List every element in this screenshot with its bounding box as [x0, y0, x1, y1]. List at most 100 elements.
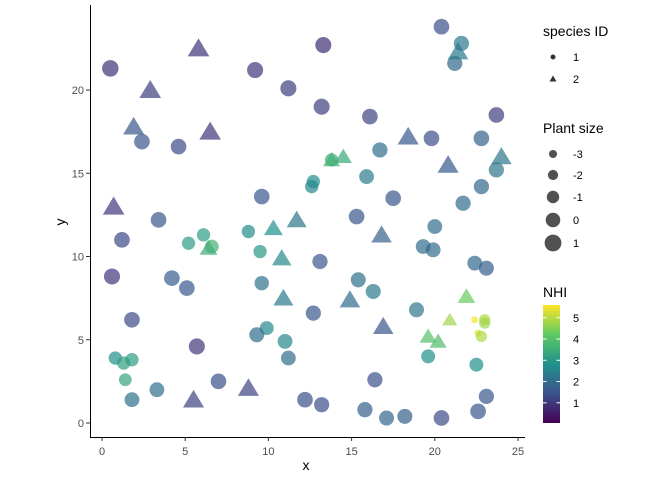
point-species-2: [263, 219, 283, 236]
point-species-1: [470, 403, 486, 420]
point-species-1: [254, 275, 269, 291]
point-species-1: [433, 410, 450, 426]
point-species-2: [419, 328, 437, 343]
point-species-1: [241, 224, 256, 239]
point-species-1: [150, 212, 167, 228]
point-species-1: [471, 316, 479, 324]
legend-size-label: -3: [573, 149, 583, 161]
point-species-1: [253, 244, 267, 259]
colorbar-tick-label: 4: [573, 334, 579, 346]
point-species-1: [164, 270, 180, 286]
point-species-1: [473, 130, 490, 147]
legend-size-title: Plant size: [543, 120, 604, 136]
point-species-2: [139, 79, 162, 99]
x-tick-label: 10: [262, 446, 274, 458]
point-species-2: [457, 288, 476, 304]
legend-size-label: 1: [573, 238, 579, 250]
point-species-1: [102, 60, 119, 77]
point-species-1: [350, 272, 366, 288]
y-tick-label: 0: [78, 418, 84, 430]
plot-points: [102, 18, 512, 426]
legend-size-circle-icon: [545, 212, 561, 228]
point-species-2: [372, 316, 394, 335]
point-species-1: [365, 283, 381, 299]
legend-species-1-label: 1: [573, 52, 579, 64]
point-species-1: [385, 190, 402, 207]
point-species-1: [181, 236, 196, 250]
legend-nhi-title: NHI: [543, 284, 567, 300]
colorbar-tick-label: 2: [573, 377, 579, 389]
point-species-1: [433, 18, 450, 35]
point-species-1: [359, 169, 374, 184]
point-species-1: [475, 330, 488, 343]
point-species-1: [114, 232, 130, 248]
point-species-1: [397, 408, 413, 424]
colorbar-tick-label: 5: [573, 313, 579, 325]
x-tick-label: 0: [99, 446, 105, 458]
point-species-1: [348, 208, 365, 225]
point-species-1: [469, 357, 484, 372]
legend-species-2-triangle-icon: [549, 75, 557, 82]
x-tick-label: 20: [429, 446, 441, 458]
point-species-1: [103, 268, 121, 285]
legend-size-label: -1: [573, 192, 583, 204]
legend: species ID 1 2 Plant size -3 -2 -1 0 1 NHI 1…: [543, 23, 608, 423]
legend-species-title: species ID: [543, 23, 608, 39]
point-species-2: [182, 389, 205, 408]
point-species-1: [134, 133, 150, 150]
y-tick-label: 15: [72, 168, 84, 180]
point-species-1: [188, 338, 205, 355]
point-species-1: [305, 305, 321, 321]
point-species-1: [196, 228, 211, 242]
point-species-1: [423, 130, 440, 147]
point-species-1: [125, 353, 139, 367]
x-tick-label: 5: [182, 446, 188, 458]
y-tick-label: 5: [78, 335, 84, 347]
point-species-2: [237, 378, 260, 396]
point-species-2: [437, 155, 459, 173]
point-species-2: [273, 288, 294, 306]
point-species-1: [447, 55, 463, 71]
point-species-1: [313, 98, 330, 115]
point-species-1: [277, 334, 293, 349]
point-species-1: [170, 138, 187, 155]
point-species-2: [334, 148, 352, 163]
point-species-1: [253, 188, 270, 205]
point-species-1: [249, 327, 265, 343]
point-species-1: [362, 108, 378, 125]
point-species-1: [421, 349, 436, 364]
point-species-2: [286, 210, 307, 228]
point-species-1: [379, 410, 395, 426]
point-species-1: [488, 107, 505, 123]
point-species-2: [199, 239, 218, 255]
point-species-1: [280, 80, 297, 97]
y-axis-title: y: [52, 219, 68, 226]
legend-size-circle-icon: [549, 150, 557, 158]
point-species-1: [372, 142, 388, 158]
y-axis-ticks: 0 5 10 15 20: [72, 85, 90, 430]
point-species-2: [271, 249, 292, 266]
point-species-2: [323, 151, 341, 167]
point-species-1: [467, 255, 483, 271]
x-tick-label: 25: [512, 446, 524, 458]
point-species-1: [297, 391, 313, 408]
nhi-colorbar: [543, 305, 560, 423]
point-species-1: [118, 373, 132, 387]
x-axis-ticks: 0 5 10 15 20 25: [99, 437, 524, 458]
point-species-2: [199, 121, 222, 140]
legend-size-label: 0: [573, 215, 579, 227]
nhi-colorbar-ticks: 1 2 3 4 5: [543, 313, 579, 410]
point-species-2: [397, 126, 419, 145]
point-species-2: [187, 38, 210, 57]
point-species-2: [442, 312, 458, 326]
point-species-2: [102, 196, 125, 215]
point-species-2: [429, 333, 447, 348]
point-species-1: [179, 280, 195, 296]
point-species-1: [149, 382, 165, 398]
point-species-2: [491, 147, 512, 165]
point-species-1: [124, 311, 140, 328]
point-species-1: [455, 195, 471, 211]
point-species-1: [314, 397, 330, 413]
legend-size-circle-icon: [544, 234, 562, 252]
